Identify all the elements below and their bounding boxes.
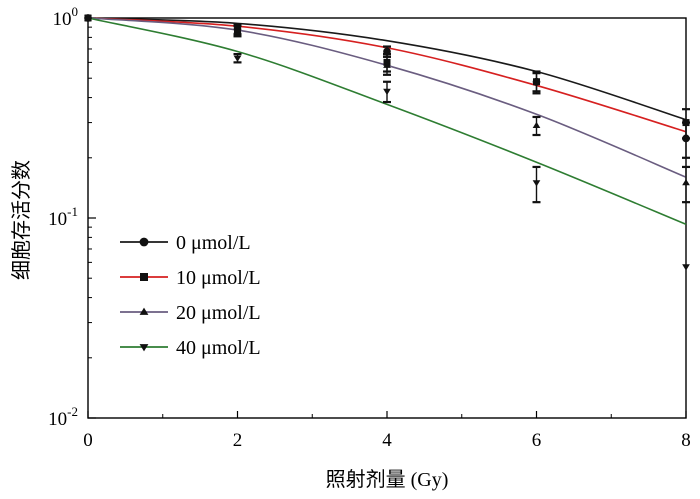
data-point-0 — [383, 47, 391, 56]
legend-marker-1 — [140, 273, 148, 281]
axes: 0 2 4 6 8 100 10-1 10-2 — [48, 4, 691, 451]
data-point-1 — [533, 78, 540, 86]
legend-marker-3 — [139, 344, 149, 352]
legend: 0 μmol/L 10 μmol/L 20 μmol/L 40 μmol/L — [120, 232, 261, 359]
data-point-2 — [383, 61, 391, 68]
data-point-0 — [682, 134, 690, 143]
y-axis-title: 细胞存活分数 — [10, 160, 33, 280]
fit-curve-0 — [87, 17, 687, 121]
x-tick-label: 2 — [233, 430, 243, 451]
data-point-2 — [532, 121, 541, 129]
data-point-3 — [84, 15, 92, 22]
x-tick-label: 4 — [382, 430, 392, 451]
x-tick-label: 0 — [83, 430, 93, 451]
legend-label-3: 40 μmol/L — [176, 337, 261, 359]
data-point-3 — [233, 55, 242, 62]
y-tick-label: 10-1 — [48, 204, 78, 230]
legend-label-0: 0 μmol/L — [176, 232, 251, 254]
y-tick-label: 100 — [53, 4, 79, 30]
data-point-1 — [682, 119, 690, 127]
legend-marker-0 — [139, 237, 149, 247]
x-tick-label: 6 — [532, 430, 542, 451]
data-point-3 — [383, 88, 391, 96]
fit-curve-3 — [87, 17, 687, 226]
y-tick-label: 10-2 — [48, 404, 78, 430]
data-point-2 — [682, 179, 690, 186]
data-point-2 — [233, 26, 242, 33]
legend-label-1: 10 μmol/L — [176, 267, 261, 289]
x-tick-label: 8 — [681, 430, 691, 451]
x-axis-title: 照射剂量 (Gy) — [326, 468, 449, 491]
data-point-3 — [682, 264, 690, 271]
data-point-3 — [532, 180, 541, 187]
legend-marker-2 — [139, 307, 149, 315]
legend-label-2: 20 μmol/L — [176, 302, 261, 324]
error-bars — [233, 23, 690, 204]
data-markers — [84, 14, 690, 271]
